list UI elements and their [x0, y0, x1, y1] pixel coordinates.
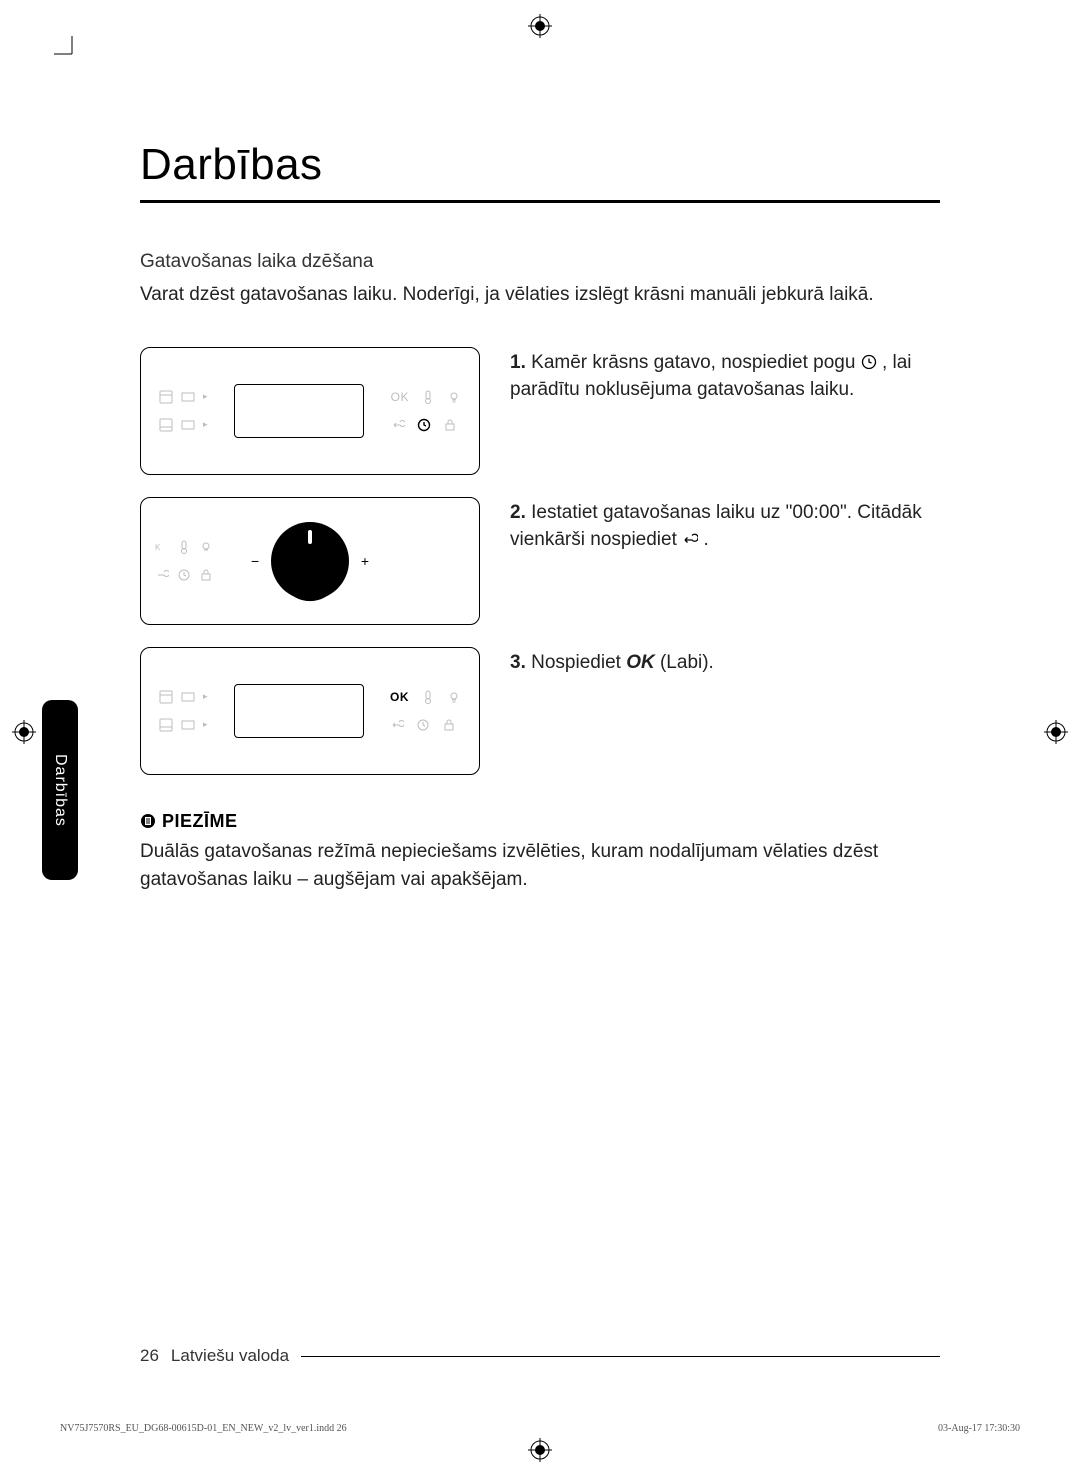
ok-label: OK — [391, 390, 409, 404]
arrow-right-icon: ▸ — [203, 419, 208, 430]
control-panel-3: ▸ ▸ OK — [140, 647, 480, 775]
control-panel-1: ▸ ▸ OK — [140, 347, 480, 475]
step-body: Nospiediet — [531, 652, 626, 673]
step-text: 3. Nospiediet OK (Labi). — [510, 647, 940, 677]
oven-upper-icon — [159, 390, 173, 404]
oven-lower-icon — [159, 718, 173, 732]
ok-label: OK — [390, 690, 409, 704]
oven-lower-icon — [159, 418, 173, 432]
step-row: ▸ ▸ OK — [140, 647, 940, 775]
back-icon — [682, 528, 698, 544]
page-title: Darbības — [140, 140, 940, 190]
footer-language: Latviešu valoda — [171, 1346, 289, 1366]
note-heading: PIEZĪME — [140, 811, 940, 832]
note-body: Duālās gatavošanas režīmā nepieciešams i… — [140, 838, 940, 895]
intro-text: Varat dzēst gatavošanas laiku. Noderīgi,… — [140, 281, 940, 309]
mode-icon — [181, 690, 195, 704]
step-number: 1. — [510, 352, 526, 373]
step-body: Kamēr krāsns gatavo, nospiediet pogu — [531, 352, 861, 373]
step-body: . — [703, 529, 708, 550]
light-icon — [447, 690, 461, 704]
mode-icon — [181, 718, 195, 732]
register-mark-icon — [528, 14, 552, 38]
title-rule — [140, 200, 940, 203]
imprint-file: NV75J7570RS_EU_DG68-00615D-01_EN_NEW_v2_… — [60, 1423, 347, 1434]
footer-rule — [301, 1356, 940, 1357]
imprint-date: 03-Aug-17 17:30:30 — [938, 1423, 1020, 1434]
ok-emphasis: OK — [626, 652, 655, 673]
clock-icon — [417, 418, 431, 432]
page-footer: 26 Latviešu valoda — [140, 1346, 940, 1366]
dial-plus-label: + — [361, 553, 369, 569]
crop-mark-icon — [54, 36, 78, 60]
display-window — [234, 384, 364, 438]
light-icon — [447, 390, 461, 404]
step-body: (Labi). — [660, 652, 714, 673]
display-window — [234, 684, 364, 738]
mode-icon — [181, 390, 195, 404]
step-row: ▸ ▸ OK — [140, 347, 940, 475]
back-icon — [391, 418, 405, 432]
footer-page-number: 26 — [140, 1346, 159, 1366]
note-icon — [140, 813, 156, 829]
arrow-right-icon: ▸ — [203, 719, 208, 730]
step-number: 3. — [510, 652, 526, 673]
clock-icon — [861, 351, 877, 367]
control-panel-2: K − + — [140, 497, 480, 625]
step-row: K − + — [140, 497, 940, 625]
imprint: NV75J7570RS_EU_DG68-00615D-01_EN_NEW_v2_… — [60, 1423, 1020, 1434]
dial-minus-label: − — [251, 553, 259, 569]
register-mark-icon — [1044, 720, 1068, 744]
arrow-right-icon: ▸ — [203, 691, 208, 702]
dial-arrow-icon — [275, 583, 345, 608]
side-tab: Darbības — [42, 700, 78, 880]
section-subheading: Gatavošanas laika dzēšana — [140, 251, 940, 273]
step-body: Iestatiet gatavošanas laiku uz "00:00". … — [510, 502, 922, 551]
back-icon — [390, 718, 404, 732]
dial-control: − + — [265, 516, 355, 606]
lock-icon — [443, 418, 457, 432]
thermometer-icon — [421, 390, 435, 404]
thermometer-icon — [421, 690, 435, 704]
note-heading-text: PIEZĪME — [162, 811, 238, 832]
step-number: 2. — [510, 502, 526, 523]
side-tab-label: Darbības — [51, 754, 69, 827]
step-text: 2. Iestatiet gatavošanas laiku uz "00:00… — [510, 497, 940, 554]
register-mark-icon — [12, 720, 36, 744]
lock-icon — [442, 718, 456, 732]
step-text: 1. Kamēr krāsns gatavo, nospiediet pogu … — [510, 347, 940, 404]
clock-icon — [416, 718, 430, 732]
arrow-right-icon: ▸ — [203, 391, 208, 402]
register-mark-icon — [528, 1438, 552, 1462]
mode-icon — [181, 418, 195, 432]
oven-upper-icon — [159, 690, 173, 704]
